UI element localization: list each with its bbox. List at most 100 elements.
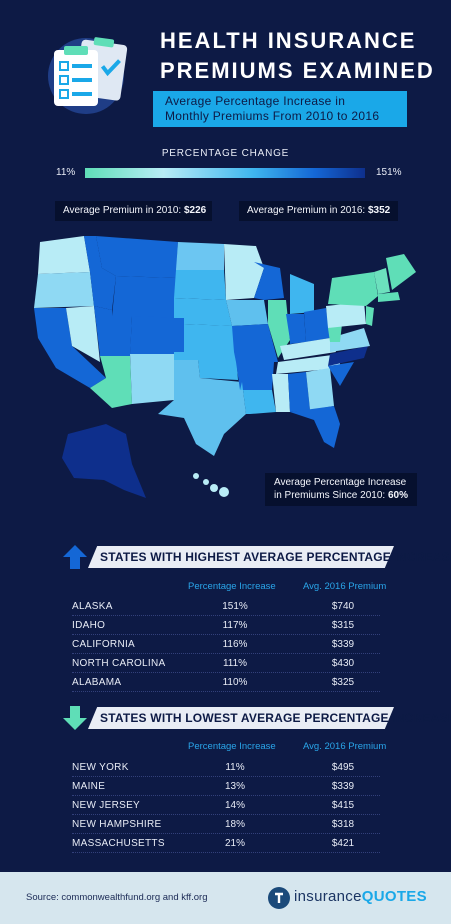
state-north-carolina	[328, 346, 368, 366]
table-row-premium: $430	[331, 658, 355, 669]
brand-name: insuranceQUOTES	[294, 888, 427, 905]
state-california	[34, 308, 106, 388]
state-alaska	[62, 424, 146, 498]
state-missouri	[232, 324, 278, 362]
col-header-pct-low: Percentage Increase	[188, 741, 276, 752]
state-idaho	[84, 236, 116, 310]
state-nebraska	[174, 298, 232, 326]
state-oklahoma	[174, 352, 238, 380]
table-row-state: IDAHO	[72, 620, 106, 631]
state-georgia	[306, 368, 334, 410]
brand-part2: QUOTES	[361, 888, 427, 905]
state-washington	[38, 236, 90, 274]
state-vermont-nh	[374, 268, 390, 294]
premium-2016-box: Average Premium in 2016: $352	[239, 201, 398, 221]
us-choropleth-map	[28, 228, 428, 518]
state-west-virginia	[328, 324, 342, 342]
page-title-line1: HEALTH INSURANCE	[160, 28, 417, 53]
table-row-state: ALABAMA	[72, 677, 122, 688]
table-row-pct: 13%	[224, 781, 245, 792]
table-row-state: NEW JERSEY	[72, 800, 141, 811]
table-row-premium: $325	[331, 677, 355, 688]
state-massachusetts	[378, 292, 400, 302]
table-row-divider	[72, 691, 380, 692]
state-south-dakota	[174, 270, 226, 300]
state-wisconsin	[254, 262, 284, 300]
state-new-mexico	[130, 354, 174, 404]
legend-min-label: 11%	[56, 167, 76, 178]
legend-gradient-bar	[85, 168, 365, 178]
table-row-premium: $495	[331, 762, 355, 773]
subtitle-box: Average Percentage Increase in Monthly P…	[153, 91, 407, 127]
state-hawaii	[193, 473, 199, 479]
table-row-divider	[72, 653, 380, 654]
state-oregon	[34, 272, 94, 308]
table-row-state: MASSACHUSETTS	[72, 838, 165, 849]
col-header-premium-low: Avg. 2016 Premium	[303, 741, 387, 752]
premium-2010-box: Average Premium in 2010: $226	[55, 201, 212, 221]
table-row-state: MAINE	[72, 781, 106, 792]
section-low-title: STATES WITH LOWEST AVERAGE PERCENTAGE IN…	[100, 711, 451, 725]
state-mississippi	[272, 374, 290, 412]
table-row-state: CALIFORNIA	[72, 639, 136, 650]
table-row-pct: 116%	[222, 639, 248, 650]
table-row-divider	[72, 852, 380, 853]
state-indiana	[286, 314, 306, 344]
table-row-premium: $315	[331, 620, 355, 631]
footer: Source: commonwealthfund.org and kff.org…	[0, 872, 451, 924]
state-minnesota	[224, 244, 264, 300]
table-row-divider	[72, 634, 380, 635]
table-row-pct: 14%	[224, 800, 245, 811]
table-row-divider	[72, 833, 380, 834]
state-south-carolina	[328, 362, 354, 386]
table-row-premium: $318	[331, 819, 355, 830]
average-increase-box: Average Percentage Increase in Premiums …	[265, 473, 417, 506]
table-row-state: ALASKA	[72, 601, 113, 612]
state-illinois	[268, 300, 290, 358]
insurancequotes-logo-icon	[268, 887, 290, 909]
table-row-premium: $421	[331, 838, 355, 849]
table-row-pct: 151%	[222, 601, 248, 612]
state-florida	[290, 406, 340, 448]
state-utah	[94, 306, 132, 356]
state-texas	[158, 360, 246, 456]
state-colorado	[130, 316, 184, 354]
legend-title: PERCENTAGE CHANGE	[161, 148, 290, 159]
table-row-state: NORTH CAROLINA	[72, 658, 166, 669]
table-row-state: NEW YORK	[72, 762, 129, 773]
premium-2010-value: $226	[184, 205, 207, 216]
table-row-divider	[72, 776, 380, 777]
state-new-york	[328, 272, 378, 306]
premium-2016-value: $352	[368, 205, 391, 216]
state-north-dakota	[176, 242, 224, 270]
state-wyoming	[112, 276, 176, 318]
table-row-pct: 18%	[224, 819, 245, 830]
table-row-premium: $740	[331, 601, 355, 612]
average-increase-value: 60%	[387, 490, 408, 501]
table-row-divider	[72, 615, 380, 616]
section-high-bar	[88, 546, 394, 568]
state-michigan	[290, 274, 314, 314]
table-row-premium: $339	[331, 639, 355, 650]
table-row-pct: 111%	[222, 658, 248, 669]
state-alabama	[288, 372, 310, 412]
state-arizona	[90, 356, 132, 408]
table-row-divider	[72, 795, 380, 796]
arrow-down-icon	[61, 704, 89, 732]
table-row-pct: 21%	[224, 838, 245, 849]
premium-2016-label: Average Premium in 2016:	[247, 205, 366, 216]
state-louisiana	[240, 382, 276, 414]
legend-max-label: 151%	[376, 167, 402, 178]
table-row-state: NEW HAMPSHIRE	[72, 819, 162, 830]
table-row-pct: 11%	[225, 762, 245, 773]
source-text: Source: commonwealthfund.org and kff.org	[26, 892, 208, 903]
state-montana	[96, 236, 178, 278]
table-row-premium: $339	[331, 781, 355, 792]
state-nevada	[66, 306, 100, 362]
section-low-bar	[88, 707, 394, 729]
arrow-up-icon	[61, 543, 89, 571]
average-increase-line1: Average Percentage Increase	[274, 477, 407, 488]
table-row-premium: $415	[331, 800, 355, 811]
state-iowa	[226, 300, 268, 326]
state-new-jersey	[366, 306, 374, 326]
